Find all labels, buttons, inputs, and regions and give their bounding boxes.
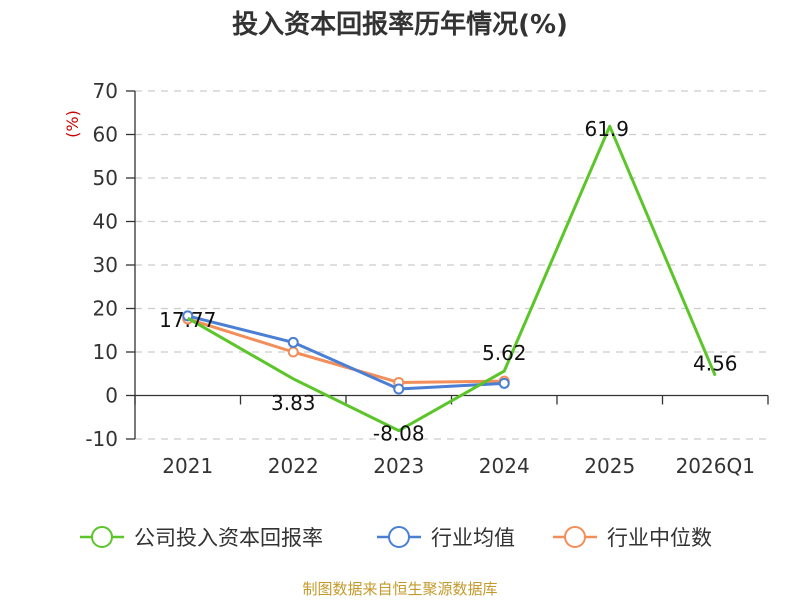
data-labels: 17.77 3.83 -8.08 5.62 61.9 4.56 — [159, 117, 737, 445]
chart-title: 投入资本回报率历年情况(%) — [232, 9, 568, 40]
series-line-1 — [187, 314, 505, 391]
legend-item[interactable]: 公司投入资本回报率 — [80, 526, 323, 550]
data-label: 5.62 — [482, 341, 527, 365]
data-point — [498, 377, 510, 389]
data-point — [393, 383, 405, 395]
legend-label: 行业均值 — [431, 526, 515, 550]
grid — [135, 90, 768, 440]
x-tick-label: 2023 — [373, 454, 424, 478]
legend-item[interactable]: 行业均值 — [377, 526, 515, 550]
x-tick-label: 2026Q1 — [676, 454, 755, 478]
y-axis-unit: (%) — [63, 110, 82, 138]
x-tick-label: 2024 — [479, 454, 530, 478]
y-tick-label: 50 — [93, 166, 118, 190]
data-label: 3.83 — [271, 391, 316, 415]
legend-marker — [91, 526, 113, 548]
legend-marker — [564, 526, 586, 548]
data-label: 17.77 — [159, 308, 216, 332]
source-note: 制图数据来自恒生聚源数据库 — [302, 580, 497, 598]
series — [182, 124, 717, 433]
legend[interactable]: 公司投入资本回报率 行业均值 行业中位数 — [80, 526, 712, 550]
y-tick-label: -10 — [85, 427, 118, 451]
data-point — [287, 346, 299, 358]
legend-label: 公司投入资本回报率 — [134, 526, 323, 550]
y-tick-label: 30 — [93, 253, 118, 277]
y-tick-label: 40 — [93, 210, 118, 234]
y-tick-label: 70 — [93, 79, 118, 103]
data-label: -8.08 — [373, 422, 425, 446]
x-tick-label: 2021 — [162, 454, 213, 478]
legend-label: 行业中位数 — [607, 526, 712, 550]
data-point — [287, 336, 299, 348]
data-label: 4.56 — [693, 352, 738, 376]
x-tick-label: 2025 — [584, 454, 635, 478]
series-line-0 — [187, 124, 717, 433]
data-label: 61.9 — [584, 117, 629, 141]
y-tick-label: 10 — [93, 340, 118, 364]
y-tick-label: 20 — [93, 297, 118, 321]
y-tick-label: 0 — [105, 384, 118, 408]
x-tick-label: 2022 — [268, 454, 319, 478]
axes: 70 60 50 40 30 20 10 0 -10 2021 2022 2023 2024 2025 20… — [85, 79, 769, 478]
legend-item[interactable]: 行业中位数 — [553, 526, 712, 550]
legend-marker — [388, 526, 410, 548]
y-tick-label: 60 — [93, 123, 118, 147]
